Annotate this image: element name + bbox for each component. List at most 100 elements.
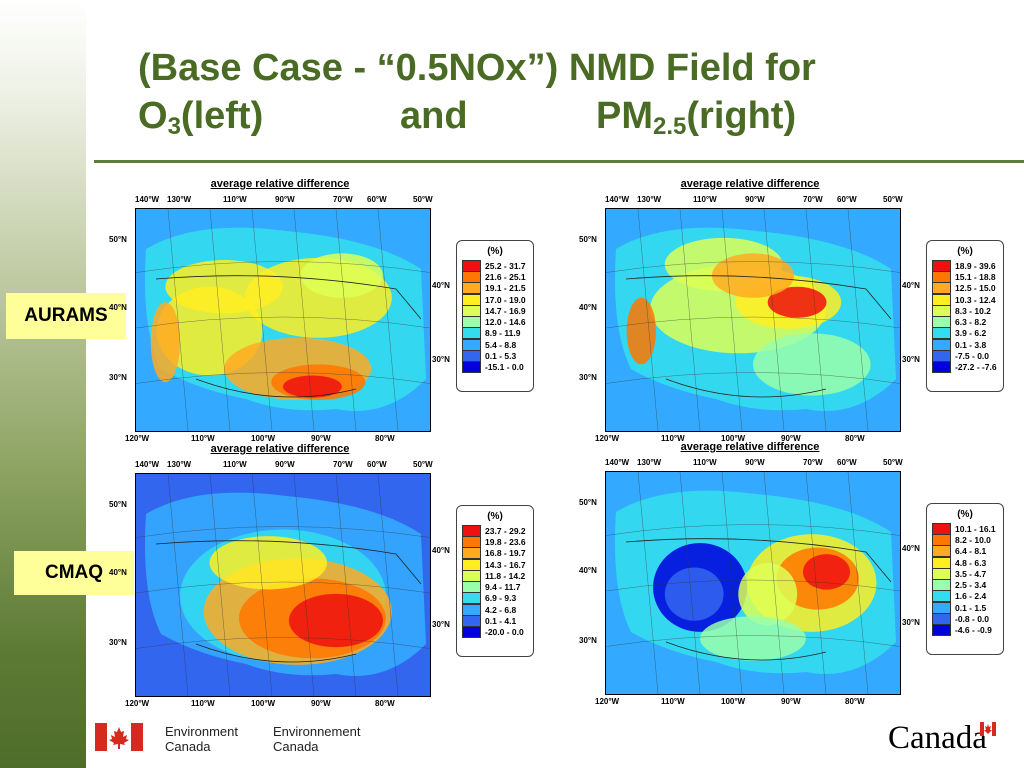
legend-range: 4.8 - 6.3: [955, 557, 987, 568]
legend-range: 23.7 - 29.2: [485, 525, 526, 536]
legend-row: -20.0 - 0.0: [457, 626, 533, 639]
legend-swatch: [462, 304, 481, 317]
row-label-aurams: AURAMS: [6, 293, 126, 339]
legend-swatch: [932, 293, 951, 306]
legend-row: 8.9 - 11.9: [457, 327, 533, 340]
legend-range: 6.9 - 9.3: [485, 593, 517, 604]
bottom-axis-label: 100°W: [721, 434, 746, 443]
bottom-axis-label: 110°W: [191, 434, 215, 443]
legend-swatch: [932, 282, 951, 295]
legend-range: 19.1 - 21.5: [485, 283, 526, 294]
legend-swatch: [932, 613, 951, 626]
legend-range: 0.1 - 3.8: [955, 339, 987, 350]
legend: (%) 25.2 - 31.7 21.6 - 25.1 19.1 - 21.5 17.0…: [456, 240, 534, 392]
top-axis-label: 130°W: [167, 195, 192, 204]
legend-swatch: [932, 522, 951, 535]
bottom-axis-label: 120°W: [595, 434, 620, 443]
title-divider: [94, 160, 1024, 163]
top-axis-label: 90°W: [745, 458, 765, 467]
left-axis-label: 50°N: [109, 235, 127, 244]
legend-row: 6.3 - 8.2: [927, 316, 1003, 329]
top-axis-label: 140°W: [605, 195, 630, 204]
top-axis-label: 110°W: [693, 458, 717, 467]
bottom-axis-label: 90°W: [311, 699, 331, 708]
bottom-axis-label: 110°W: [661, 697, 685, 706]
legend-range: 21.6 - 25.1: [485, 271, 526, 282]
legend-range: 16.8 - 19.7: [485, 548, 526, 559]
bottom-axis-label: 120°W: [125, 699, 150, 708]
legend-row: 0.1 - 5.3: [457, 350, 533, 363]
legend-range: 4.2 - 6.8: [485, 604, 517, 615]
top-axis-label: 70°W: [333, 460, 353, 469]
legend-row: -4.6 - -0.9: [927, 624, 1003, 637]
left-axis-label: 40°N: [109, 303, 127, 312]
legend-range: -15.1 - 0.0: [485, 362, 524, 373]
bottom-axis-label: 100°W: [251, 434, 276, 443]
legend-row: 6.9 - 9.3: [457, 592, 533, 605]
top-axis-label: 140°W: [135, 195, 160, 204]
footer-env-fr: Environnement Canada: [273, 724, 361, 754]
legend-row: 25.2 - 31.7: [457, 259, 533, 272]
title-line-2: O3 (left) and PM2.5 (right): [138, 95, 797, 140]
top-axis-label: 60°W: [837, 458, 857, 467]
bottom-axis-label: 110°W: [661, 434, 685, 443]
field-map: [605, 471, 901, 695]
legend-swatch: [462, 293, 481, 306]
top-axis-label: 140°W: [135, 460, 160, 469]
legend-swatch: [932, 579, 951, 592]
bottom-axis-label: 90°W: [781, 434, 801, 443]
bottom-axis-label: 80°W: [375, 434, 395, 443]
legend-swatch: [932, 624, 951, 637]
right-axis-label: 30°N: [432, 355, 450, 364]
top-axis-label: 130°W: [637, 458, 662, 467]
top-axis-label: 70°W: [803, 458, 823, 467]
panel-cmaq-pm25: average relative difference 140°W 130°W 110…: [565, 441, 1005, 731]
legend-range: 10.3 - 12.4: [955, 294, 996, 305]
legend-title: (%): [487, 246, 503, 257]
legend-range: 8.3 - 10.2: [955, 305, 991, 316]
legend-swatch: [932, 556, 951, 569]
legend-row: 3.9 - 6.2: [927, 327, 1003, 340]
legend-title: (%): [487, 511, 503, 522]
legend-range: 0.1 - 4.1: [485, 616, 517, 627]
legend-range: 3.5 - 4.7: [955, 568, 987, 579]
left-axis-label: 40°N: [109, 568, 127, 577]
top-axis-label: 130°W: [167, 460, 192, 469]
legend-range: 2.5 - 3.4: [955, 580, 987, 591]
left-axis-label: 40°N: [579, 303, 597, 312]
wordmark-flag-icon: [980, 722, 996, 736]
legend-swatch: [462, 270, 481, 283]
legend-swatch: [932, 338, 951, 351]
legend-row: 18.9 - 39.6: [927, 259, 1003, 272]
right-axis-label: 40°N: [902, 281, 920, 290]
legend-range: 3.9 - 6.2: [955, 328, 987, 339]
legend-row: 8.3 - 10.2: [927, 304, 1003, 317]
left-axis-label: 50°N: [579, 498, 597, 507]
legend-row: 23.7 - 29.2: [457, 524, 533, 537]
panel-title: average relative difference: [210, 178, 350, 190]
footer-env-en: Environment Canada: [165, 724, 238, 754]
legend-row: 8.2 - 10.0: [927, 533, 1003, 546]
legend-swatch: [932, 304, 951, 317]
legend-row: 10.1 - 16.1: [927, 522, 1003, 535]
top-axis-label: 60°W: [837, 195, 857, 204]
left-axis-label: 50°N: [109, 500, 127, 509]
legend-range: -7.5 - 0.0: [955, 351, 990, 362]
legend-title: (%): [957, 509, 973, 520]
legend-row: 0.1 - 3.8: [927, 338, 1003, 351]
top-axis-label: 110°W: [223, 460, 247, 469]
legend-swatch: [932, 350, 951, 363]
left-axis-label: 30°N: [579, 636, 597, 645]
sidebar-gradient: [0, 0, 86, 768]
legend-range: 14.3 - 16.7: [485, 559, 526, 570]
legend-swatch: [462, 361, 481, 374]
legend-swatch: [462, 524, 481, 537]
legend-row: 12.0 - 14.6: [457, 316, 533, 329]
panel-aurams-o3: average relative difference 140°W 130°W 110…: [95, 178, 535, 468]
legend-range: 15.1 - 18.8: [955, 271, 996, 282]
legend-swatch: [462, 569, 481, 582]
slide-title: (Base Case - “0.5NOx”) NMD Field for O3 …: [138, 44, 816, 140]
bottom-axis-label: 90°W: [311, 434, 331, 443]
legend-range: 14.7 - 16.9: [485, 305, 526, 316]
panel-cmaq-o3: average relative difference 140°W 130°W 110…: [95, 443, 535, 733]
